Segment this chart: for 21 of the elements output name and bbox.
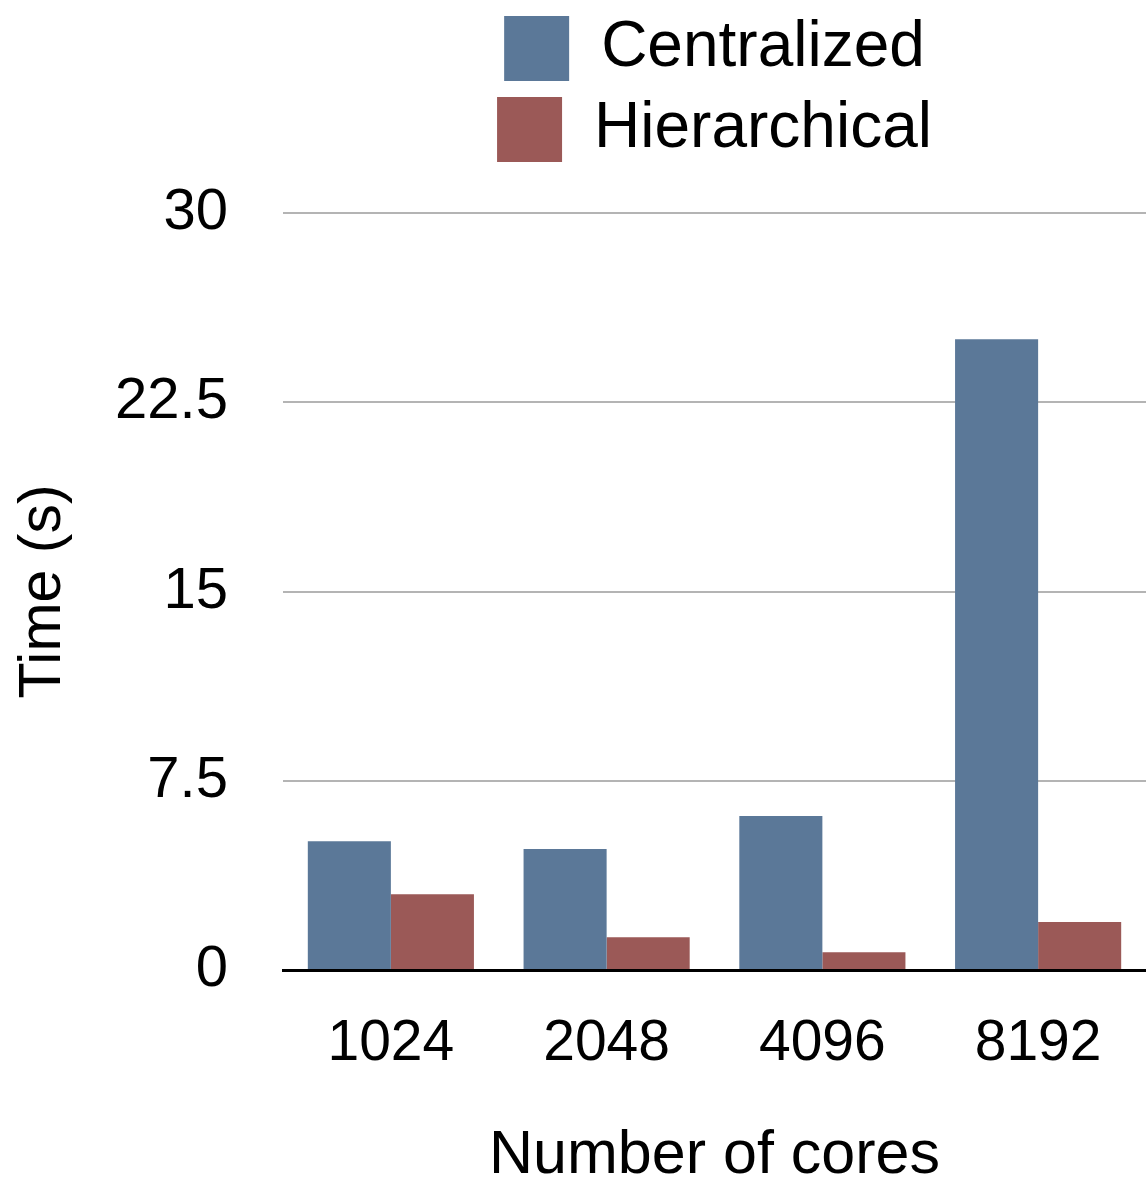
x-tick-label: 1024 [327,1007,455,1072]
y-tick-label: 30 [163,176,228,241]
bar [955,339,1039,969]
bar [606,937,690,969]
x-tick-label: 4096 [758,1007,886,1072]
bar [1038,922,1122,969]
legend-label: Centralized [601,8,925,81]
y-tick-label: 15 [163,554,228,620]
y-tick-label: 22.5 [115,365,228,431]
x-axis-title: Number of cores [489,1118,940,1181]
legend-label: Hierarchical [594,89,932,162]
y-tick-label: 0 [195,933,228,998]
y-axis-title: Time (s) [6,484,73,699]
bar [523,848,607,969]
y-tick-label: 7.5 [147,743,228,809]
x-tick-label: 2048 [543,1007,671,1072]
x-tick-label: 8192 [974,1007,1102,1072]
bar [822,952,906,969]
bar [307,841,391,969]
bar [739,816,823,969]
bar [390,894,474,969]
